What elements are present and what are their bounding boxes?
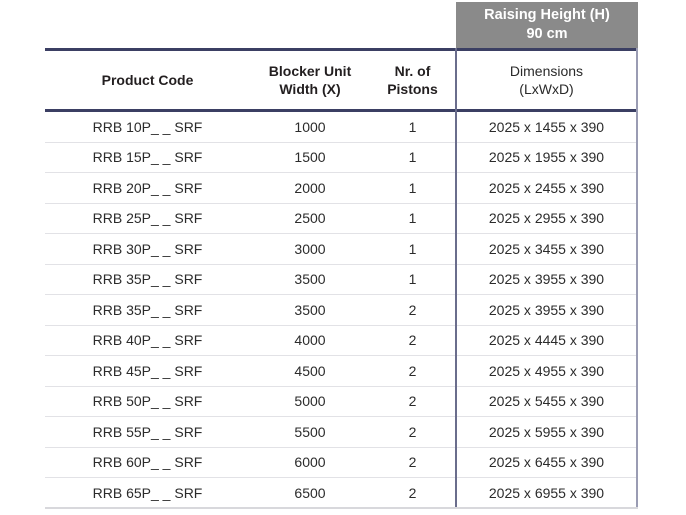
column-header-blocker-width-line-1: Blocker Unit [268, 62, 352, 79]
table-body: RRB 10P_ _ SRF 1000 1 2025 x 1455 x 390 RRB … [45, 112, 638, 509]
cell-dimensions: 2025 x 4955 x 390 [488, 362, 605, 379]
cell-dimensions: 2025 x 5955 x 390 [488, 423, 605, 440]
cell-blocker-width: 6000 [294, 454, 326, 471]
cell-dimensions: 2025 x 3455 x 390 [488, 240, 605, 257]
cell-dimensions: 2025 x 1955 x 390 [488, 149, 605, 166]
table-row: RRB 30P_ _ SRF 3000 1 2025 x 3455 x 390 [45, 234, 638, 265]
cell-blocker-width: 4000 [294, 332, 326, 349]
table-right-edge [636, 48, 638, 509]
cell-blocker-width: 3500 [294, 271, 326, 288]
column-header-dimensions: Dimensions (LxWxD) [455, 51, 638, 109]
group-header-band: Raising Height (H) 90 cm [0, 0, 686, 48]
raising-height-group-header: Raising Height (H) 90 cm [456, 2, 638, 48]
cell-product-code: RRB 50P_ _ SRF [92, 393, 203, 410]
table-row: RRB 15P_ _ SRF 1500 1 2025 x 1955 x 390 [45, 143, 638, 173]
cell-product-code: RRB 65P_ _ SRF [92, 485, 203, 502]
table-row: RRB 35P_ _ SRF 3500 1 2025 x 3955 x 390 [45, 265, 638, 295]
table-row: RRB 35P_ _ SRF 3500 2 2025 x 3955 x 390 [45, 295, 638, 326]
cell-product-code: RRB 10P_ _ SRF [92, 118, 203, 135]
cell-product-code: RRB 15P_ _ SRF [92, 149, 203, 166]
cell-product-code: RRB 35P_ _ SRF [92, 271, 203, 288]
table-row: RRB 65P_ _ SRF 6500 2 2025 x 6955 x 390 [45, 478, 638, 509]
cell-product-code: RRB 30P_ _ SRF [92, 240, 203, 257]
cell-product-code: RRB 25P_ _ SRF [92, 210, 203, 227]
table-top-rule [45, 48, 638, 51]
column-header-blocker-width: Blocker Unit Width (X) [250, 51, 370, 109]
cell-product-code: RRB 45P_ _ SRF [92, 362, 203, 379]
dimensions-column-divider [455, 48, 457, 509]
cell-dimensions: 2025 x 4445 x 390 [488, 332, 605, 349]
table-row: RRB 50P_ _ SRF 5000 2 2025 x 5455 x 390 [45, 387, 638, 417]
column-header-product-code: Product Code [45, 51, 250, 109]
table-row: RRB 55P_ _ SRF 5500 2 2025 x 5955 x 390 [45, 417, 638, 448]
table-header-row: Product Code Blocker Unit Width (X) Nr. … [45, 51, 638, 109]
column-header-product-code-line-1: Product Code [101, 71, 194, 88]
table-row: RRB 60P_ _ SRF 6000 2 2025 x 6455 x 390 [45, 448, 638, 478]
column-header-blocker-width-line-2: Width (X) [279, 81, 341, 97]
cell-product-code: RRB 55P_ _ SRF [92, 423, 203, 440]
cell-product-code: RRB 20P_ _ SRF [92, 179, 203, 196]
cell-pistons: 2 [408, 393, 417, 410]
cell-pistons: 2 [408, 454, 417, 471]
cell-product-code: RRB 60P_ _ SRF [92, 454, 203, 471]
group-header-line-1: Raising Height (H) [484, 7, 610, 24]
cell-dimensions: 2025 x 5455 x 390 [488, 393, 605, 410]
cell-pistons: 1 [408, 149, 417, 166]
column-header-pistons-line-2: Pistons [387, 81, 438, 97]
cell-pistons: 1 [408, 240, 417, 257]
cell-blocker-width: 3000 [294, 240, 326, 257]
table-row: RRB 10P_ _ SRF 1000 1 2025 x 1455 x 390 [45, 112, 638, 143]
cell-blocker-width: 1000 [294, 118, 326, 135]
cell-blocker-width: 5000 [294, 393, 326, 410]
table-bottom-rule [45, 507, 638, 509]
cell-pistons: 1 [408, 210, 417, 227]
cell-dimensions: 2025 x 3955 x 390 [488, 301, 605, 318]
cell-pistons: 2 [408, 362, 417, 379]
cell-product-code: RRB 40P_ _ SRF [92, 332, 203, 349]
cell-pistons: 1 [408, 118, 417, 135]
cell-pistons: 2 [408, 332, 417, 349]
cell-pistons: 1 [408, 179, 417, 196]
cell-product-code: RRB 35P_ _ SRF [92, 301, 203, 318]
table-row: RRB 45P_ _ SRF 4500 2 2025 x 4955 x 390 [45, 356, 638, 387]
cell-dimensions: 2025 x 1455 x 390 [488, 118, 605, 135]
table-row: RRB 40P_ _ SRF 4000 2 2025 x 4445 x 390 [45, 326, 638, 356]
cell-pistons: 1 [408, 271, 417, 288]
group-header-line-2: 90 cm [526, 25, 568, 42]
cell-pistons: 2 [408, 301, 417, 318]
cell-blocker-width: 3500 [294, 301, 326, 318]
cell-blocker-width: 5500 [294, 423, 326, 440]
column-header-dimensions-line-1: Dimensions [509, 62, 584, 79]
cell-dimensions: 2025 x 6455 x 390 [488, 454, 605, 471]
cell-pistons: 2 [408, 423, 417, 440]
cell-dimensions: 2025 x 2955 x 390 [488, 210, 605, 227]
cell-dimensions: 2025 x 3955 x 390 [488, 271, 605, 288]
column-header-pistons-line-1: Nr. of [394, 62, 431, 79]
table-row: RRB 20P_ _ SRF 2000 1 2025 x 2455 x 390 [45, 173, 638, 204]
table-frame: Product Code Blocker Unit Width (X) Nr. … [45, 48, 638, 509]
cell-dimensions: 2025 x 2455 x 390 [488, 179, 605, 196]
cell-pistons: 2 [408, 485, 417, 502]
cell-blocker-width: 2500 [294, 210, 326, 227]
table-row: RRB 25P_ _ SRF 2500 1 2025 x 2955 x 390 [45, 204, 638, 234]
column-header-dimensions-line-2: (LxWxD) [519, 81, 574, 97]
cell-blocker-width: 2000 [294, 179, 326, 196]
column-header-pistons: Nr. of Pistons [370, 51, 455, 109]
cell-blocker-width: 6500 [294, 485, 326, 502]
cell-dimensions: 2025 x 6955 x 390 [488, 485, 605, 502]
cell-blocker-width: 4500 [294, 362, 326, 379]
header-body-separator-rule [45, 109, 638, 112]
cell-blocker-width: 1500 [294, 149, 326, 166]
